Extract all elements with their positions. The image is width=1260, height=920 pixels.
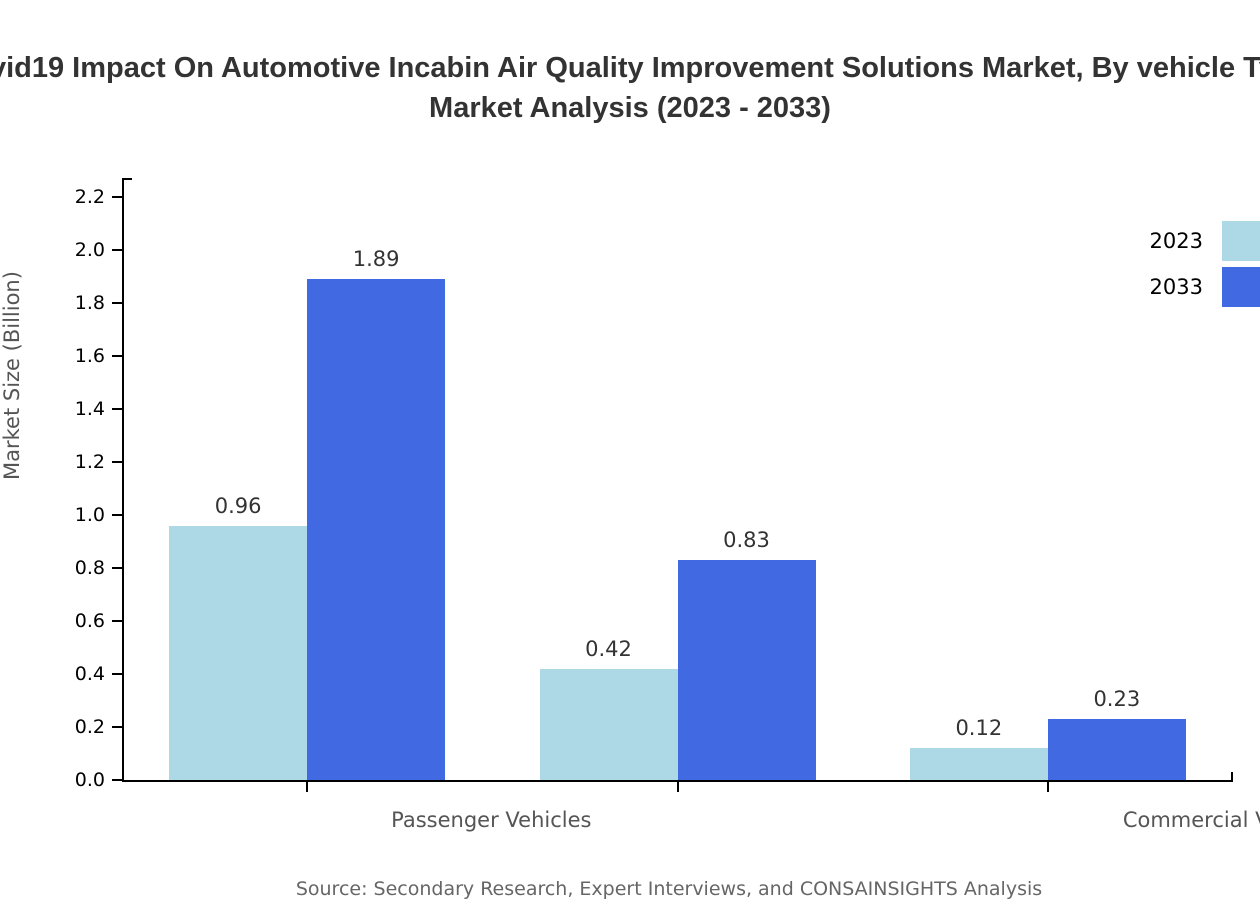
y-axis-top-cap (122, 178, 132, 180)
bar-value-label: 0.23 (1093, 687, 1141, 712)
y-axis-tick-label: 2.0 (74, 238, 105, 261)
y-axis-tick-label: 1.4 (74, 397, 105, 420)
y-axis-tick-label: 1.8 (74, 291, 105, 314)
y-axis-tick: 1.0 (75, 504, 122, 526)
bar[interactable] (169, 525, 308, 780)
bar[interactable] (307, 279, 446, 780)
y-axis-tick-label: 1.6 (74, 344, 105, 367)
legend-label: 2033 (1149, 275, 1203, 299)
y-axis-tick-label: 0.2 (74, 716, 105, 738)
bar-value-label: 0.96 (214, 493, 262, 518)
y-axis-tick-label: 0.8 (74, 556, 105, 579)
y-axis-tick: 2.0 (75, 239, 122, 261)
y-axis-tick: 1.8 (75, 292, 122, 314)
chart-title-line-2: Market Analysis (2023 - 2033) (429, 92, 831, 124)
y-axis-tick: 0.0 (75, 769, 122, 791)
legend-label: 2023 (1149, 229, 1203, 253)
bar-value-label: 0.12 (955, 716, 1003, 741)
y-axis-tick-label: 0.0 (74, 769, 105, 791)
y-axis-tick: 2.2 (75, 186, 122, 208)
y-axis-tick: 1.4 (75, 398, 122, 420)
plot-area: 0.0 0.2 0.4 0.6 0.8 1.0 1.2 1.4 1.6 1.8 2.0 2.2 Pas… (75, 178, 1260, 832)
y-axis-spine (122, 178, 124, 782)
x-axis-tick-label: Commercial Vehicles (1122, 808, 1260, 832)
chart-title-line-1: Covid19 Impact On Automotive Incabin Air… (0, 52, 1260, 84)
y-axis-tick-label: 1.0 (74, 503, 105, 526)
y-axis-tick: 1.2 (75, 451, 122, 473)
bar[interactable] (909, 748, 1048, 780)
x-axis-spine (122, 780, 1233, 782)
x-axis-tick: Passenger Vehicles (306, 782, 591, 832)
y-axis-tick: 0.2 (75, 716, 122, 738)
y-axis-tick-label: 1.2 (74, 450, 105, 473)
bar[interactable] (677, 560, 816, 780)
x-axis-right-cap (1231, 772, 1233, 782)
y-axis-tick: 0.6 (75, 610, 122, 632)
y-axis-tick-label: 0.6 (74, 609, 105, 632)
legend-swatch-icon (1222, 267, 1260, 307)
legend-item-2033[interactable]: 2033 (1133, 264, 1260, 310)
y-axis-tick: 0.8 (75, 557, 122, 579)
legend-swatch-icon (1222, 221, 1260, 261)
bar[interactable] (1047, 719, 1186, 780)
chart-title: Covid19 Impact On Automotive Incabin Air… (0, 48, 1260, 128)
legend-item-2023[interactable]: 2023 (1133, 218, 1260, 264)
chart-legend: 2023 2033 (1133, 218, 1260, 310)
bar-value-label: 1.89 (352, 247, 400, 272)
bar[interactable] (539, 668, 678, 780)
y-axis-tick-label: 0.4 (74, 663, 105, 685)
x-axis-tick-label: Passenger Vehicles (391, 808, 592, 832)
x-axis-tick: Commercial Vehicles (676, 782, 1260, 832)
x-axis-tick: Electric Vehicles (1046, 782, 1049, 792)
source-note: Source: Secondary Research, Expert Inter… (295, 878, 1043, 900)
y-axis-title: Market Size (Billion) (0, 271, 24, 480)
y-axis-tick: 1.6 (75, 345, 122, 367)
y-axis-tick-label: 2.2 (74, 185, 105, 208)
bar-value-label: 0.42 (585, 636, 632, 661)
bar-value-label: 0.83 (723, 528, 770, 553)
y-axis-tick: 0.4 (75, 663, 122, 685)
